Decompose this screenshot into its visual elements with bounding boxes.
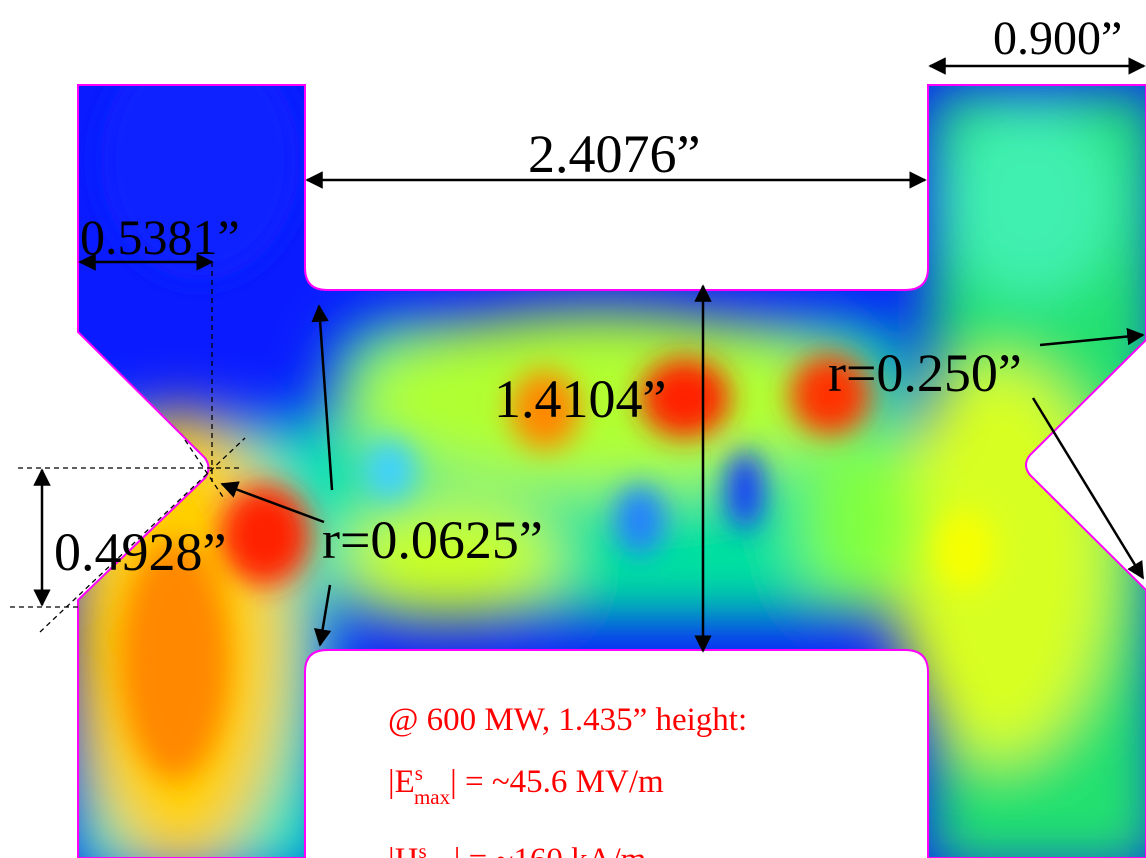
superscript: s: [415, 761, 423, 785]
superscript: s: [418, 839, 426, 858]
diagram: 0.900” 2.4076” 0.5381” 1.4104” r=0.250” …: [0, 0, 1146, 858]
symbol: |E: [388, 764, 415, 800]
dimension-label: 0.5381”: [80, 209, 240, 265]
note-h-field: |Hsmax| = ~160 kA/m: [388, 839, 647, 858]
dimension-label: r=0.250”: [828, 343, 1022, 403]
dimension-label: 0.900”: [993, 12, 1122, 65]
page: {"dimensions": { "top_right_width": "0.9…: [0, 0, 1146, 858]
symbol: |H: [388, 842, 418, 858]
note-condition: @ 600 MW, 1.435” height:: [388, 702, 747, 738]
dimension-label: 1.4104”: [494, 369, 666, 429]
dimension-label: r=0.0625”: [322, 510, 543, 570]
dimension-label: 2.4076”: [528, 124, 700, 184]
dimension-label: 0.4928”: [54, 522, 226, 582]
value: | = ~45.6 MV/m: [450, 764, 664, 800]
subscript: max: [414, 785, 451, 809]
value: | = ~160 kA/m: [454, 842, 647, 858]
